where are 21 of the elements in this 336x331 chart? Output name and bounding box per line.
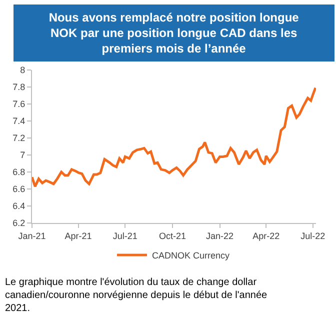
x-tick-label: Apr-21 bbox=[64, 230, 92, 241]
line-series bbox=[32, 86, 316, 188]
y-tick-label: 6.6 bbox=[12, 184, 26, 194]
y-tick-label: 7 bbox=[20, 150, 26, 160]
y-tick-label: 7.2 bbox=[12, 133, 26, 144]
x-tick-label: Jan-21 bbox=[18, 230, 46, 241]
legend-label: CADNOK Currency bbox=[152, 250, 230, 261]
x-tick-label: Jul-22 bbox=[300, 230, 326, 241]
y-tick-label: 6.4 bbox=[12, 201, 26, 212]
x-tick-label: Jan-22 bbox=[206, 230, 234, 241]
y-tick-label: 8 bbox=[20, 65, 26, 76]
y-tick-label: 6.8 bbox=[12, 167, 26, 178]
x-tick-label: Jul-21 bbox=[112, 230, 138, 241]
y-tick-label: 7.4 bbox=[12, 116, 26, 126]
chart-title: Nous avons remplacé notre position longue NOK par une position longue CAD dans les premiers mois de l’année bbox=[48, 10, 300, 56]
y-tick-label: 7.6 bbox=[12, 99, 26, 110]
y-tick-label: 7.8 bbox=[12, 82, 26, 92]
x-tick-label: Oct-21 bbox=[158, 230, 186, 241]
text: Le graphique montre l'évolution du taux de change dollar canadien/couronne norvégienne depuis le début de l'année 2021. bbox=[5, 277, 268, 314]
x-tick-label: Apr-22 bbox=[252, 230, 280, 241]
y-tick-label: 6.2 bbox=[12, 218, 26, 228]
